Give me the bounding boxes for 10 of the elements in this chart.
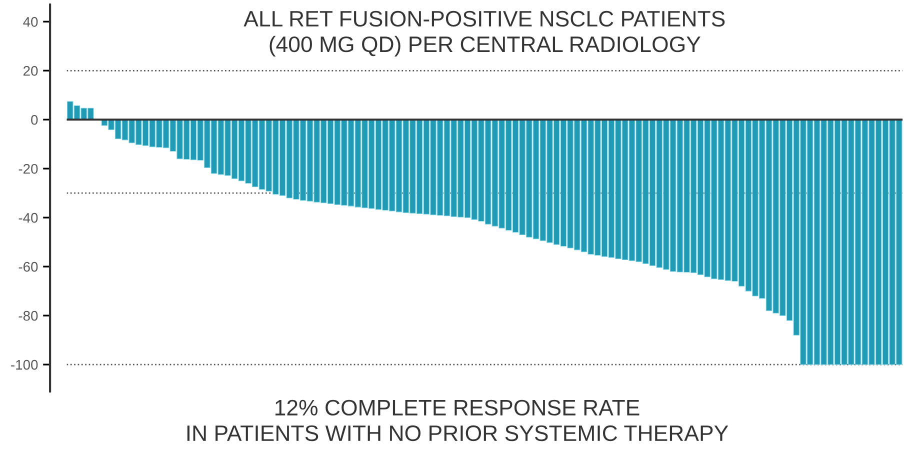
y-tick-label: -80 bbox=[18, 310, 38, 321]
text: 12% COMPLETE RESPONSE RATE IN PATIENTS WITH NO PRIOR SYSTEMIC THERAPY bbox=[187, 400, 728, 442]
y-tick-label: -60 bbox=[18, 262, 38, 272]
text: ALL RET FUSION-POSITIVE NSCLC PATIENTS (400 MG QD) PER CENTRAL RADIOLOGY bbox=[244, 10, 725, 57]
y-tick-label: -100 bbox=[11, 360, 38, 370]
y-tick-label: -40 bbox=[18, 212, 38, 223]
y-tick-label: -20 bbox=[18, 164, 38, 174]
y-tick-label: 20 bbox=[24, 66, 38, 76]
y-tick-label: 40 bbox=[23, 16, 38, 27]
y-tick-label: 0 bbox=[31, 114, 38, 125]
